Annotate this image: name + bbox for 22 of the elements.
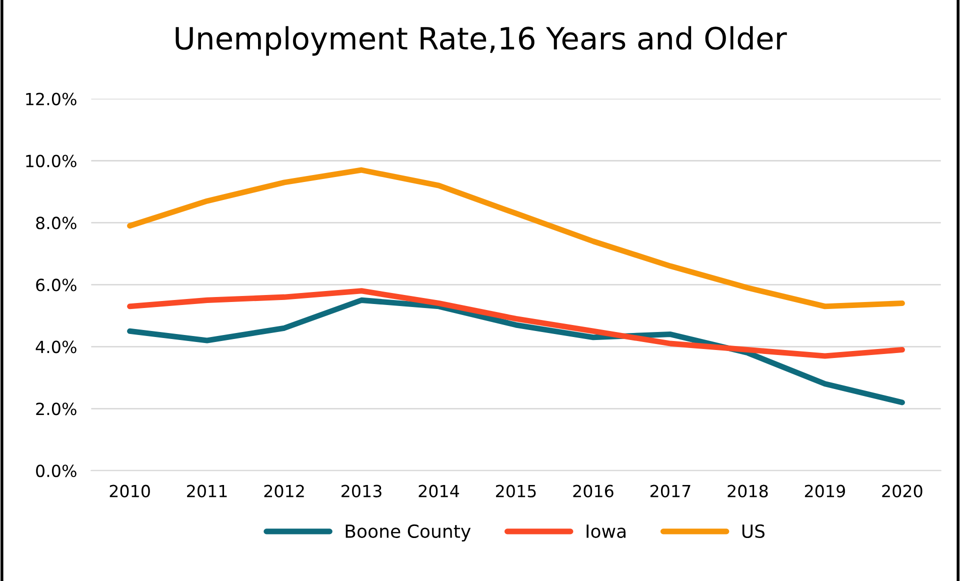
chart-title: Unemployment Rate,16 Years and Older <box>176 26 787 56</box>
x-tick-label: 2012 <box>264 484 304 498</box>
x-tick-label: 2014 <box>418 484 460 498</box>
x-tick-label: 2015 <box>496 484 536 498</box>
y-tick-label: 8.0% <box>36 216 76 230</box>
x-tick-label: 2013 <box>342 484 382 498</box>
legend-label: Iowa <box>586 524 626 538</box>
x-tick-label: 2017 <box>650 484 690 498</box>
legend-label: Boone County <box>346 524 471 542</box>
legend-label: US <box>742 524 765 538</box>
y-tick-label: 6.0% <box>36 278 76 292</box>
y-tick-label: 2.0% <box>36 402 76 416</box>
x-tick-label: 2018 <box>728 484 768 498</box>
y-tick-label: 12.0% <box>26 92 76 106</box>
x-tick-label: 2020 <box>882 484 922 498</box>
y-tick-label: 0.0% <box>36 464 76 478</box>
x-tick-label: 2019 <box>804 484 845 498</box>
x-tick-label: 2010 <box>110 484 150 498</box>
x-tick-label: 2011 <box>187 484 227 498</box>
y-tick-label: 4.0% <box>36 340 76 354</box>
x-tick-label: 2016 <box>573 484 614 498</box>
y-tick-label: 10.0% <box>26 154 76 168</box>
